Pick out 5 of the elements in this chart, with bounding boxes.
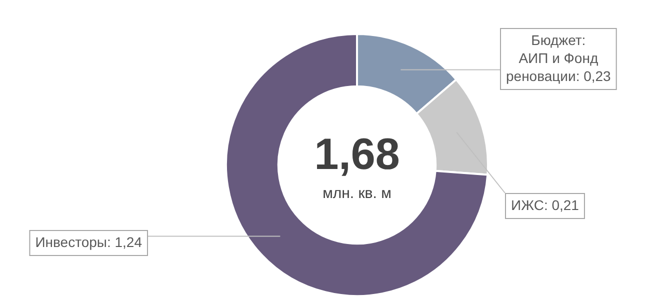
slice-label: Бюджет: АИП и Фонд реновации: 0,23: [506, 32, 612, 84]
text: 1,68: [314, 130, 400, 180]
slice-label: Инвесторы: 1,24: [35, 234, 142, 250]
slice-label: ИЖС: 0,21: [510, 196, 580, 213]
text: млн. кв. м: [322, 185, 392, 202]
